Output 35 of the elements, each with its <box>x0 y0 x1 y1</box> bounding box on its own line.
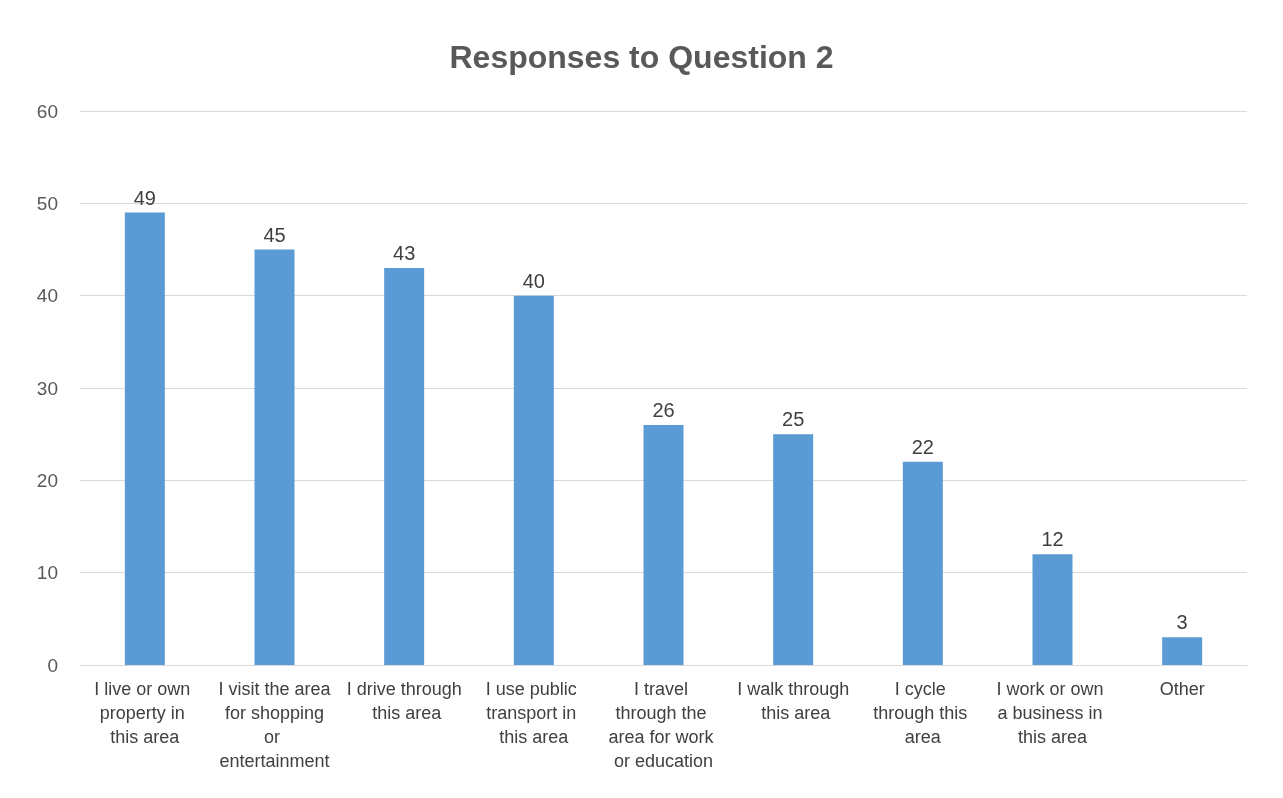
y-tick-label: 40 <box>36 285 58 307</box>
x-tick-label: I walk through this area <box>737 679 850 723</box>
bar <box>1032 554 1073 665</box>
x-tick-label: I work or own a business in this area <box>996 679 1109 747</box>
bar <box>254 249 295 665</box>
bar <box>384 267 425 665</box>
data-label: 26 <box>652 398 675 421</box>
data-label: 22 <box>911 435 934 458</box>
data-label: 3 <box>1176 611 1188 634</box>
bar <box>643 424 684 665</box>
x-tick-label: I drive through this area <box>346 679 462 723</box>
data-label: 45 <box>263 223 286 246</box>
x-tick-label: I live or own property in this area <box>94 679 196 747</box>
data-label: 43 <box>393 241 416 264</box>
bar <box>902 461 943 665</box>
x-tick-label: I cycle through this area <box>873 679 973 747</box>
bar <box>1162 637 1203 665</box>
x-tick-label: Other <box>1159 679 1205 699</box>
bar <box>773 434 814 665</box>
data-label: 49 <box>133 186 156 209</box>
x-tick-label: I visit the area for shopping or entertainment <box>218 679 332 771</box>
data-label: 12 <box>1041 528 1064 551</box>
data-label: 40 <box>522 269 545 292</box>
y-tick-label: 30 <box>36 377 58 399</box>
bar <box>124 212 165 665</box>
y-tick-label: 10 <box>36 562 58 584</box>
y-tick-label: 60 <box>36 100 58 122</box>
bar <box>513 295 554 665</box>
y-tick-label: 0 <box>47 654 58 676</box>
data-label: 25 <box>782 408 805 431</box>
chart-title: Responses to Question 2 <box>449 39 834 75</box>
x-tick-label: I travel through the area for work or education <box>608 679 719 771</box>
y-tick-label: 50 <box>36 192 58 214</box>
x-tick-label: I use public transport in this area <box>485 679 582 747</box>
y-tick-label: 20 <box>36 469 58 491</box>
